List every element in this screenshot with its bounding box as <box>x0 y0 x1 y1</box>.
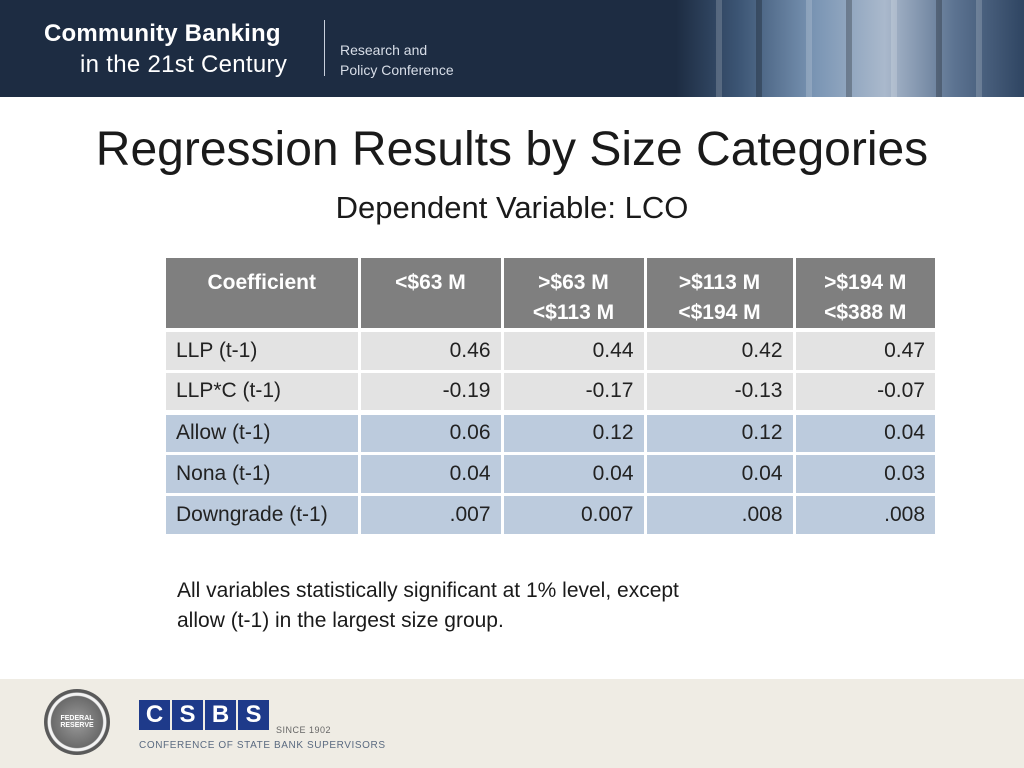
table-cell: -0.19 <box>359 371 504 415</box>
table-cell: 0.04 <box>359 453 504 496</box>
conference-line-1: Research and <box>340 42 428 58</box>
csbs-full-name: CONFERENCE OF STATE BANK SUPERVISORS <box>139 740 386 751</box>
row-label: LLP*C (t-1) <box>166 371 361 415</box>
row-label: Nona (t-1) <box>166 453 361 496</box>
table-cell: 0.46 <box>359 330 504 373</box>
table-cell: -0.13 <box>645 371 796 415</box>
table-cell: 0.12 <box>645 412 796 455</box>
table-cell: 0.007 <box>502 494 647 537</box>
csbs-letter: C <box>139 700 170 730</box>
table-row: Allow (t-1) 0.06 0.12 0.12 0.04 <box>166 412 935 455</box>
row-label: Downgrade (t-1) <box>166 494 361 537</box>
table-cell: 0.03 <box>794 453 935 496</box>
table-row: LLP*C (t-1) -0.19 -0.17 -0.13 -0.07 <box>166 371 935 415</box>
banner-building-photo <box>676 0 1024 97</box>
table-row: Downgrade (t-1) .007 0.007 .008 .008 <box>166 494 935 537</box>
header-size-4: >$194 M <$388 M <box>794 258 935 332</box>
table-cell: .007 <box>359 494 504 537</box>
federal-reserve-seal-icon <box>44 689 110 755</box>
table-cell: 0.47 <box>794 330 935 373</box>
table-cell: 0.04 <box>502 453 647 496</box>
regression-table: Coefficient <$63 M >$63 M <$113 M >$113 M… <box>166 258 935 537</box>
header-coefficient: Coefficient <box>166 258 361 332</box>
table-header-row: Coefficient <$63 M >$63 M <$113 M >$113 M… <box>166 258 935 332</box>
brand-subtitle: in the 21st Century <box>80 51 288 78</box>
csbs-letter: S <box>238 700 269 730</box>
note-line-1: All variables statistically significant … <box>177 579 679 602</box>
table-cell: -0.07 <box>794 371 935 415</box>
table-cell: 0.06 <box>359 412 504 455</box>
csbs-since: SINCE 1902 <box>276 725 332 735</box>
table-cell: .008 <box>794 494 935 537</box>
table-row: LLP (t-1) 0.46 0.44 0.42 0.47 <box>166 330 935 373</box>
table-cell: 0.44 <box>502 330 647 373</box>
seal-label: FEDERAL RESERVE <box>60 715 94 729</box>
slide-title: Regression Results by Size Categories <box>95 123 929 176</box>
brand-title: Community Banking <box>44 20 281 47</box>
table-cell: 0.04 <box>645 453 796 496</box>
row-label: LLP (t-1) <box>166 330 361 373</box>
slide-subtitle: Dependent Variable: LCO <box>335 190 689 225</box>
header-size-2: >$63 M <$113 M <box>502 258 647 332</box>
csbs-letter: B <box>205 700 236 730</box>
table-cell: 0.04 <box>794 412 935 455</box>
table-cell: 0.42 <box>645 330 796 373</box>
csbs-logo: C S B S <box>139 700 269 730</box>
conference-name: Research and Policy Conference <box>340 40 454 80</box>
csbs-letter: S <box>172 700 203 730</box>
significance-note: All variables statistically significant … <box>177 576 777 636</box>
note-line-2: allow (t-1) in the largest size group. <box>177 609 504 632</box>
brand-divider <box>324 20 325 76</box>
table-cell: .008 <box>645 494 796 537</box>
table-cell: -0.17 <box>502 371 647 415</box>
footer-bar <box>0 679 1024 768</box>
header-size-1: <$63 M <box>359 258 504 332</box>
conference-line-2: Policy Conference <box>340 62 454 78</box>
table-cell: 0.12 <box>502 412 647 455</box>
row-label: Allow (t-1) <box>166 412 361 455</box>
table-row: Nona (t-1) 0.04 0.04 0.04 0.03 <box>166 453 935 496</box>
header-banner: Community Banking in the 21st Century Re… <box>0 0 1024 97</box>
header-size-3: >$113 M <$194 M <box>645 258 796 332</box>
